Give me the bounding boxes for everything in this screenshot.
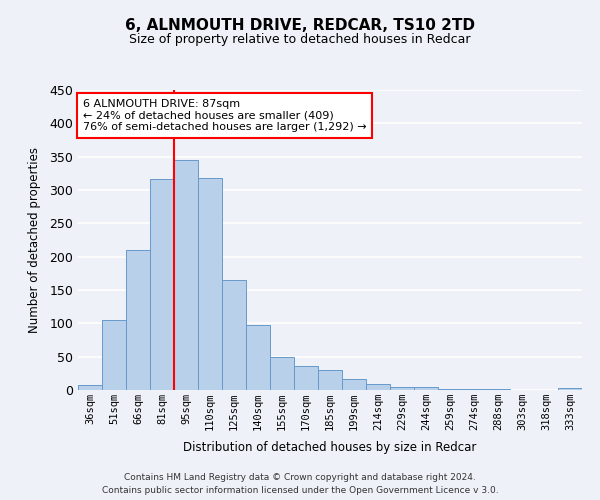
Bar: [78, 386, 102, 390]
Text: Contains public sector information licensed under the Open Government Licence v : Contains public sector information licen…: [101, 486, 499, 495]
Text: 6, ALNMOUTH DRIVE, REDCAR, TS10 2TD: 6, ALNMOUTH DRIVE, REDCAR, TS10 2TD: [125, 18, 475, 32]
Bar: [246, 326, 270, 390]
Bar: [414, 386, 438, 390]
Bar: [150, 180, 174, 390]
Bar: [438, 388, 462, 390]
Bar: [558, 388, 582, 390]
Bar: [390, 386, 414, 390]
Bar: [270, 356, 294, 390]
Y-axis label: Number of detached properties: Number of detached properties: [28, 147, 41, 333]
Text: 6 ALNMOUTH DRIVE: 87sqm
← 24% of detached houses are smaller (409)
76% of semi-d: 6 ALNMOUTH DRIVE: 87sqm ← 24% of detache…: [83, 99, 367, 132]
Text: Contains HM Land Registry data © Crown copyright and database right 2024.: Contains HM Land Registry data © Crown c…: [124, 472, 476, 482]
Bar: [294, 366, 318, 390]
Bar: [198, 178, 222, 390]
Bar: [342, 378, 366, 390]
Text: Size of property relative to detached houses in Redcar: Size of property relative to detached ho…: [129, 32, 471, 46]
Bar: [318, 370, 342, 390]
Bar: [366, 384, 390, 390]
Bar: [126, 250, 150, 390]
X-axis label: Distribution of detached houses by size in Redcar: Distribution of detached houses by size …: [184, 442, 476, 454]
Bar: [102, 320, 126, 390]
Bar: [174, 160, 198, 390]
Bar: [222, 280, 246, 390]
